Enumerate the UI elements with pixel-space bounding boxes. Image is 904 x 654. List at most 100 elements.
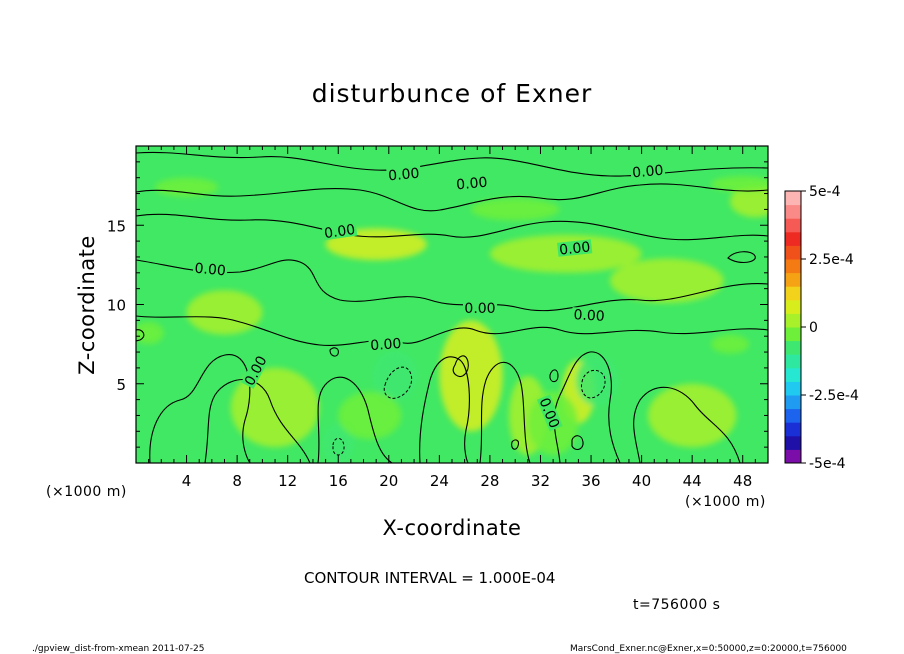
field-region [439, 320, 503, 432]
x-axis-unit: (×1000 m) [685, 494, 766, 510]
contour-line [511, 439, 519, 450]
contour-line [571, 435, 584, 451]
field-region [154, 177, 219, 197]
colorbar-tick-label: -2.5e-4 [809, 388, 859, 404]
x-tick-labels: 4 8 12 16 20 24 28 32 36 40 44 48 [182, 472, 752, 490]
colorbar-segment [785, 327, 801, 342]
colorbar-tick-label: -5e-4 [809, 456, 846, 472]
contour-label-bg [630, 162, 666, 180]
field-layer [136, 176, 768, 463]
colorbar-segment [785, 245, 801, 260]
field-region [711, 176, 768, 192]
field-region [470, 198, 560, 221]
contour-line [329, 347, 339, 357]
plot-area: 0.00 0.000.000.000.000.000.00 0.000.000.00… [135, 145, 769, 464]
contour-line [136, 213, 768, 241]
field-region [647, 383, 737, 448]
contour-label-bg [368, 335, 404, 353]
y-axis-title: Z-coordinate [75, 235, 99, 375]
x-axis-title: X-coordinate [383, 516, 522, 540]
field-region [186, 290, 263, 335]
colorbar-tick-label: 5e-4 [809, 184, 841, 200]
contour-label: 0.00 [456, 175, 488, 194]
y-axis-unit: (×1000 m) [46, 484, 127, 500]
colorbar-segment [785, 231, 801, 246]
colorbar-segment [785, 367, 801, 382]
x-tick-label: 48 [733, 472, 752, 490]
x-tick-label: 28 [480, 472, 499, 490]
contour-line [136, 329, 145, 342]
contour-label-bg [386, 165, 422, 183]
colorbar-segment [785, 299, 801, 314]
x-tick-label: 4 [182, 472, 192, 490]
time-note: t=756000 s [633, 597, 720, 613]
x-tick-label: 8 [232, 472, 242, 490]
x-tick-label: 12 [278, 472, 297, 490]
colorbar-tick-label: 2.5e-4 [809, 252, 854, 268]
contour-line [136, 183, 768, 212]
colorbar-segment [785, 449, 801, 464]
field-region [136, 321, 164, 345]
y-tick-labels: 5 10 15 [107, 217, 126, 394]
x-tick-label: 40 [632, 472, 651, 490]
x-tick-label: 32 [531, 472, 550, 490]
colorbar-segment [785, 408, 801, 423]
contour-line [136, 259, 768, 312]
x-tick-label: 16 [329, 472, 348, 490]
colorbar-segment [785, 191, 801, 206]
colorbar-segment [785, 435, 801, 450]
contour-label-bg [536, 394, 563, 432]
x-tick-label: 44 [683, 472, 702, 490]
contour-line [633, 386, 741, 463]
colorbar-tick-label: 0 [809, 320, 818, 336]
colorbar-segment [785, 286, 801, 301]
axis-ticks [136, 146, 768, 463]
footer-right: MarsCond_Exner.nc@Exner,x=0:50000,z=0:20… [570, 644, 847, 654]
contour-label: 0.00 [370, 336, 402, 354]
contour-line [549, 369, 559, 383]
contour-label-bg [241, 352, 270, 389]
contour-label-bg [454, 174, 490, 192]
contour-label-bg [557, 239, 593, 257]
contour-line [727, 251, 756, 264]
negative-contour [332, 437, 345, 456]
negative-contour [383, 366, 413, 399]
field-region [711, 334, 750, 354]
colorbar-segment [785, 218, 801, 233]
contour-interval-note: CONTOUR INTERVAL = 1.000E-04 [304, 569, 555, 587]
contour-label: 0.00 [632, 163, 664, 182]
contour-line [452, 355, 469, 378]
field-region [730, 185, 768, 218]
colorbar-segment [785, 340, 801, 355]
contour-label: 0.00 [388, 166, 420, 185]
colorbar-segment [785, 313, 801, 328]
contour-line [136, 315, 768, 347]
colorbar-segment [785, 381, 801, 396]
contour-line [479, 361, 531, 463]
contour-line [317, 376, 393, 463]
contour-label: 0.00 [558, 239, 591, 258]
colorbar-segment [785, 395, 801, 410]
y-tick-label: 5 [116, 376, 126, 394]
negative-contour [581, 369, 606, 399]
x-tick-label: 36 [581, 472, 600, 490]
chart-title: disturbunce of Exner [312, 79, 593, 108]
contour-label-bg [463, 301, 497, 315]
colorbar-segment [785, 259, 801, 274]
x-tick-label: 24 [430, 472, 449, 490]
colorbar-segment [785, 422, 801, 437]
contour-label-bg [321, 221, 358, 241]
contour-label-bg [571, 307, 607, 323]
contour-label: 0.00 [323, 222, 356, 242]
colorbar: 5e-4 2.5e-4 0 -2.5e-4 -5e-4 [784, 184, 859, 472]
colorbar-segment [785, 204, 801, 219]
contour-labels: 0.00 0.000.000.000.000.000.00 0.000.000.00… [192, 162, 666, 432]
negative-contours [332, 366, 606, 456]
field-region [610, 258, 724, 303]
colorbar-segment [785, 272, 801, 287]
footer-left: ./gpview_dist-from-xmean 2011-07-25 [32, 644, 204, 654]
y-tick-label: 15 [107, 217, 126, 235]
contour-line [419, 356, 470, 463]
contour-label: 0.00 [194, 261, 226, 280]
